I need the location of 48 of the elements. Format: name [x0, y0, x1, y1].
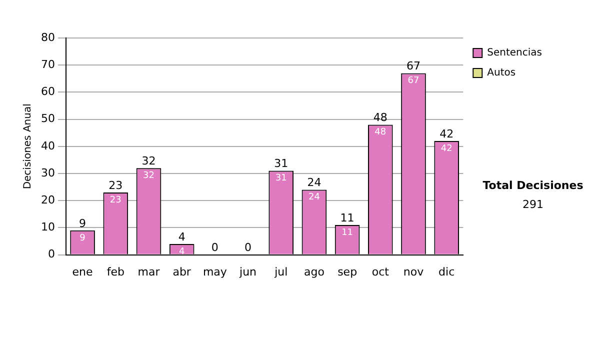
total-label: 0: [244, 241, 252, 254]
x-tick-label: mar: [138, 265, 160, 278]
y-tick-label: 80: [40, 30, 55, 44]
x-tick-label: dic: [438, 265, 455, 278]
x-tick-label: jun: [238, 265, 257, 278]
total-label: 31: [274, 157, 288, 170]
total-label: 0: [211, 241, 218, 254]
data-label: 42: [440, 144, 452, 154]
data-label: 11: [342, 228, 354, 238]
x-tick-label: ene: [72, 265, 94, 278]
data-label: 4: [178, 246, 185, 257]
x-tick-label: feb: [106, 265, 124, 278]
total-label: 9: [79, 216, 86, 230]
total-label: 24: [307, 176, 322, 190]
total-label: 42: [440, 127, 454, 140]
y-tick-label: 30: [40, 166, 55, 180]
y-tick-label: 40: [40, 139, 55, 152]
y-tick-label: 0: [48, 248, 55, 261]
y-tick-label: 50: [40, 112, 55, 126]
total-label: 32: [142, 154, 156, 168]
x-tick-label: sep: [338, 265, 358, 278]
data-label: 32: [143, 170, 154, 181]
y-tick-label: 60: [40, 85, 55, 98]
y-tick-label: 70: [40, 58, 55, 71]
x-tick-label: may: [202, 265, 228, 278]
data-label: 24: [308, 192, 320, 203]
data-label: 9: [80, 233, 86, 244]
x-tick-label: ago: [304, 265, 325, 278]
y-tick-label: 20: [40, 193, 55, 206]
data-label: 48: [374, 128, 386, 138]
data-label: 31: [275, 174, 287, 184]
x-tick-label: oct: [372, 265, 390, 278]
data-label: 23: [110, 195, 122, 206]
total-label: 11: [340, 211, 354, 224]
total-label: 67: [406, 60, 420, 73]
y-axis-title: Decisiones Anual: [22, 104, 34, 190]
legend-label: Autos: [487, 68, 516, 79]
x-tick-label: jul: [274, 265, 288, 278]
total-label: 48: [373, 111, 388, 124]
x-tick-label: abr: [172, 265, 192, 278]
text: Total Decisiones: [482, 178, 584, 192]
total-label: 23: [108, 178, 123, 192]
data-label: 67: [408, 76, 420, 86]
x-tick-label: nov: [403, 265, 424, 278]
legend-label: Sentencias: [487, 48, 542, 59]
y-tick-label: 10: [40, 220, 55, 234]
total-label: 4: [178, 230, 186, 244]
text: 291: [522, 198, 544, 211]
